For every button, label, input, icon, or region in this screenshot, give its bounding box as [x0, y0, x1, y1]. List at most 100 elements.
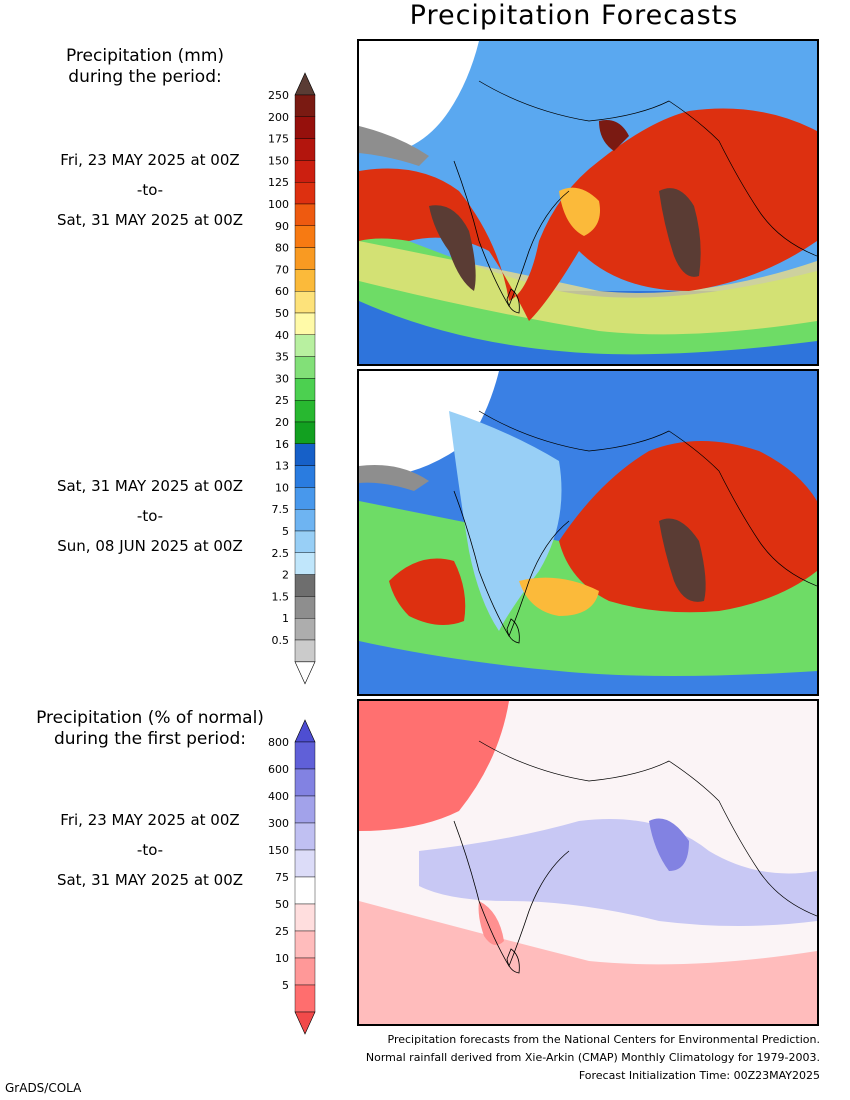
- map3-himalaya-border: [478, 740, 817, 917]
- anomaly-colorbar-top-arrow: [294, 719, 316, 743]
- precip-colorbar-swatch: [294, 400, 316, 423]
- precip-colorbar-tick-label: 80: [275, 242, 289, 255]
- map3-dry-southindia: [478, 901, 504, 945]
- precip-colorbar-swatch: [294, 116, 316, 139]
- precip-colorbar-swatch: [294, 290, 316, 314]
- precip-colorbar-svg: 2502001751501251009080706050403530252016…: [268, 72, 316, 685]
- precip-colorbar-tick-label: 1: [282, 612, 289, 625]
- precip-colorbar-tick-label: 175: [268, 133, 289, 146]
- map3-srilanka: [506, 948, 520, 974]
- map1-himalaya-border: [478, 80, 817, 257]
- precip-colorbar-swatch: [294, 225, 316, 248]
- period-1-start: Fri, 23 MAY 2025 at 00Z: [60, 151, 240, 169]
- map-week1-precip: [357, 39, 819, 366]
- precip-colorbar-swatch: [294, 181, 316, 205]
- precip-colorbar-swatch: [294, 203, 316, 226]
- precip-colorbar-tick-label: 1.5: [272, 590, 290, 603]
- precip-colorbar-swatch: [294, 618, 316, 641]
- precip-colorbar-tick-label: 0.5: [272, 634, 290, 647]
- anomaly-colorbar-swatch: [294, 795, 316, 824]
- precip-colorbar-tick-label: 25: [275, 394, 289, 407]
- map-week2-svg: [359, 371, 817, 694]
- precip-colorbar-swatch: [294, 160, 316, 183]
- precip-colorbar-swatch: [294, 443, 316, 466]
- map2-himalaya-border: [478, 410, 817, 587]
- period-3-sep: -to-: [136, 841, 164, 859]
- precip-colorbar-tick-label: 250: [268, 89, 289, 102]
- map3-wet-patch: [649, 818, 689, 871]
- precip-colorbar-swatch: [294, 552, 316, 575]
- anomaly-colorbar-swatch: [294, 876, 316, 905]
- map2-arabian-sea-rain: [389, 558, 466, 625]
- anomaly-colorbar-tick-label: 25: [275, 925, 289, 938]
- anomaly-colorbar-svg: 800 600 400 300 150 75 50 25 10 5: [268, 719, 316, 1035]
- precip-colorbar-tick-label: 13: [275, 460, 289, 473]
- precip-colorbar-swatch: [294, 138, 316, 161]
- map2-srilanka: [506, 618, 520, 644]
- anomaly-legend-heading-line1: Precipitation (% of normal): [36, 708, 264, 728]
- period-1-end: Sat, 31 MAY 2025 at 00Z: [56, 211, 244, 229]
- map-week1-anomaly-svg: [359, 701, 817, 1024]
- precip-colorbar: 250 200 175 150 125 100 90 80 70 60 50 40 35 30 25 20 16…: [255, 72, 325, 685]
- page-title: Precipitation Forecasts: [409, 0, 739, 31]
- anomaly-colorbar-swatch: [294, 903, 316, 932]
- anomaly-colorbar-swatch: [294, 822, 316, 851]
- credit: GrADS/COLA: [5, 1081, 82, 1095]
- anomaly-colorbar-bottom-arrow: [294, 1011, 316, 1035]
- period-2-start: Sat, 31 MAY 2025 at 00Z: [56, 477, 244, 495]
- precip-colorbar-swatch: [294, 509, 316, 532]
- period-1-sep: -to-: [136, 181, 164, 199]
- precip-colorbar-tick-label: 20: [275, 416, 289, 429]
- footer: Precipitation forecasts from the Nationa…: [366, 1031, 820, 1085]
- precip-colorbar-swatch: [294, 596, 316, 619]
- precip-colorbar-tick-label: 5: [282, 525, 289, 538]
- precip-colorbar-swatch: [294, 421, 316, 444]
- map1-extreme-rain-2: [659, 188, 701, 277]
- precip-legend-heading-line2: during the period:: [68, 67, 222, 87]
- precip-colorbar-swatch: [294, 334, 316, 357]
- map-week1-anomaly: [357, 699, 819, 1026]
- map2-extreme-rain: [659, 518, 706, 602]
- footer-line1: Precipitation forecasts from the Nationa…: [387, 1033, 821, 1046]
- precip-colorbar-bottom-arrow: [294, 661, 316, 685]
- precip-colorbar-tick-label: 35: [275, 351, 289, 364]
- precip-colorbar-tick-label: 2: [282, 569, 289, 582]
- map3-wet-band: [419, 819, 817, 926]
- period-2-sep: -to-: [136, 507, 164, 525]
- anomaly-colorbar: 800 600 400 300 150 75 50 25 10 5: [255, 712, 325, 1035]
- anomaly-colorbar-tick-label: 800: [268, 736, 289, 749]
- precip-colorbar-tick-label: 30: [275, 372, 289, 385]
- precip-colorbar-tick-label: 16: [275, 438, 289, 451]
- anomaly-legend-heading-line2: during the first period:: [53, 729, 247, 749]
- precip-colorbar-tick-label: 70: [275, 263, 289, 276]
- map2-gray-patch: [359, 465, 429, 491]
- precip-colorbar-tick-label: 50: [275, 307, 289, 320]
- precip-colorbar-tick-label: 60: [275, 285, 289, 298]
- precip-colorbar-swatch: [294, 269, 316, 292]
- map1-yellow-patch: [559, 187, 600, 236]
- map2-arid-land: [359, 371, 499, 476]
- anomaly-colorbar-tick-label: 600: [268, 763, 289, 776]
- anomaly-colorbar-swatch: [294, 741, 316, 770]
- precip-colorbar-swatch: [294, 465, 316, 488]
- precip-colorbar-tick-label: 40: [275, 329, 289, 342]
- map3-dry-northwest: [359, 701, 509, 831]
- precip-colorbar-tick-label: 2.5: [272, 547, 290, 560]
- anomaly-colorbar-tick-label: 10: [275, 952, 289, 965]
- anomaly-colorbar-swatch: [294, 984, 316, 1013]
- map1-srilanka: [506, 288, 520, 314]
- precip-colorbar-tick-label: 125: [268, 176, 289, 189]
- precip-colorbar-tick-label: 150: [268, 154, 289, 167]
- map3-dry-south: [359, 901, 817, 1024]
- map1-extreme-rain-3: [599, 120, 629, 151]
- precip-colorbar-tick-label: 200: [268, 111, 289, 124]
- anomaly-legend-heading: Precipitation (% of normal) during the f…: [10, 708, 290, 750]
- precip-colorbar-swatch: [294, 487, 316, 510]
- period-2-end: Sun, 08 JUN 2025 at 00Z: [57, 537, 243, 555]
- precip-colorbar-tick-label: 10: [275, 481, 289, 494]
- footer-line2: Normal rainfall derived from Xie-Arkin (…: [365, 1051, 820, 1064]
- precip-colorbar-swatch: [294, 574, 316, 597]
- precip-colorbar-swatch: [294, 94, 316, 117]
- anomaly-colorbar-swatch: [294, 957, 316, 986]
- precip-colorbar-swatch: [294, 356, 316, 379]
